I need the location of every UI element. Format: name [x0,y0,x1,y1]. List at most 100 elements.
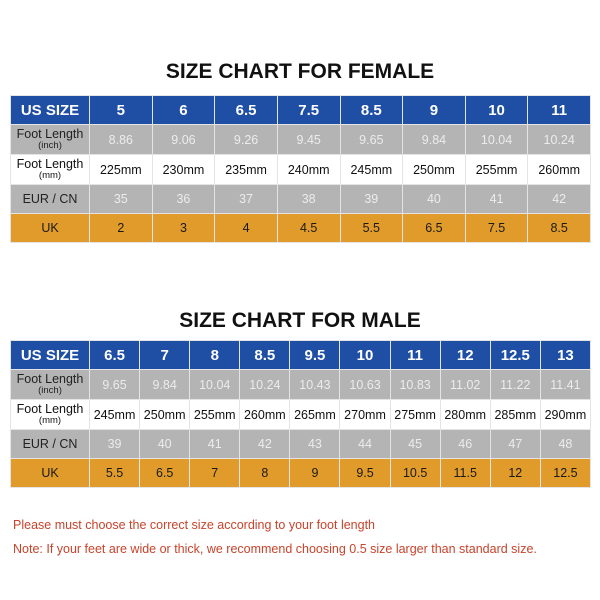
row-label: US SIZE [10,95,90,125]
table-cell: 13 [539,340,592,370]
table-cell: 42 [239,429,291,459]
row-label-unit: (inch) [38,140,62,151]
table-cell: 35 [89,184,153,214]
table-cell: 260mm [239,399,291,430]
row-label: EUR / CN [10,429,90,459]
table-cell: 43 [289,429,341,459]
table-cell: 2 [89,213,153,243]
table-cell: 11.22 [489,369,541,400]
row-label: Foot Length (inch) [10,124,90,155]
table-cell: 11.5 [439,458,491,488]
table-cell: 8.86 [89,124,153,155]
us-size-row: US SIZE 6.5 7 8 8.5 9.5 10 11 12 12.5 13 [10,340,592,370]
table-cell: 46 [439,429,491,459]
table-cell: 9.84 [402,124,466,155]
table-cell: 11.02 [439,369,491,400]
row-label-unit: (mm) [38,170,62,181]
row-label-text: UK [41,465,59,480]
table-cell: 39 [339,184,404,214]
table-cell: 265mm [289,399,341,430]
row-label-unit: (mm) [38,415,62,426]
table-cell: 10.24 [527,124,591,155]
table-cell: 6.5 [139,458,191,488]
row-label: Foot Length (inch) [10,369,90,400]
table-cell: 3 [151,213,216,243]
table-cell: 5 [89,95,153,125]
table-cell: 250mm [139,399,191,430]
table-cell: 10.04 [464,124,529,155]
foot-length-mm-row: Foot Length (mm) 245mm 250mm 255mm 260mm 265mm… [10,399,592,430]
table-cell: 12.5 [489,340,541,370]
table-cell: 12 [489,458,541,488]
table-cell: 255mm [189,399,241,430]
table-cell: 9.5 [289,340,341,370]
table-cell: 38 [276,184,341,214]
table-cell: 255mm [464,154,529,185]
table-cell: 9.65 [339,124,404,155]
row-label-unit: (inch) [38,385,62,396]
table-cell: 270mm [339,399,391,430]
table-cell: 10 [464,95,529,125]
table-cell: 10.63 [339,369,391,400]
table-cell: 230mm [151,154,216,185]
table-cell: 7.5 [464,213,529,243]
table-cell: 45 [389,429,441,459]
row-label: UK [10,213,90,243]
eur-cn-row: EUR / CN 35 36 37 38 39 40 41 42 [10,184,591,214]
table-cell: 10.04 [189,369,241,400]
uk-size-row: UK 2 3 4 4.5 5.5 6.5 7.5 8.5 [10,213,591,243]
table-cell: 260mm [527,154,591,185]
table-cell: 42 [527,184,591,214]
table-cell: 10.83 [389,369,441,400]
table-cell: 37 [214,184,278,214]
size-note: Please must choose the correct size acco… [13,518,375,532]
table-cell: 9.45 [276,124,341,155]
table-cell: 9.5 [339,458,391,488]
table-cell: 245mm [88,399,141,430]
row-label: Foot Length (mm) [10,154,90,185]
row-label: US SIZE [10,340,90,370]
table-cell: 280mm [439,399,491,430]
table-cell: 225mm [89,154,153,185]
table-cell: 275mm [389,399,441,430]
table-cell: 6.5 [214,95,278,125]
table-cell: 11 [389,340,441,370]
table-cell: 44 [339,429,391,459]
table-cell: 36 [151,184,216,214]
row-label-text: EUR / CN [22,191,78,206]
table-cell: 9.84 [139,369,191,400]
table-cell: 5.5 [88,458,141,488]
table-cell: 8.5 [339,95,404,125]
table-cell: 47 [489,429,541,459]
table-cell: 7.5 [276,95,341,125]
table-cell: 9.65 [88,369,141,400]
foot-length-inch-row: Foot Length (inch) 8.86 9.06 9.26 9.45 9.65 9.8… [10,124,591,155]
table-cell: 39 [88,429,141,459]
table-cell: 8.5 [239,340,291,370]
table-cell: 6 [151,95,216,125]
table-cell: 41 [189,429,241,459]
wide-feet-note: Note: If your feet are wide or thick, we… [13,542,537,556]
table-cell: 6.5 [88,340,141,370]
table-cell: 11 [527,95,591,125]
table-cell: 8 [239,458,291,488]
table-cell: 12 [439,340,491,370]
table-cell: 6.5 [402,213,466,243]
eur-cn-row: EUR / CN 39 40 41 42 43 44 45 46 47 48 [10,429,592,459]
table-cell: 240mm [276,154,341,185]
table-cell: 4 [214,213,278,243]
table-cell: 290mm [539,399,592,430]
foot-length-inch-row: Foot Length (inch) 9.65 9.84 10.04 10.24 10.43… [10,369,592,400]
table-cell: 7 [139,340,191,370]
male-size-table: US SIZE 6.5 7 8 8.5 9.5 10 11 12 12.5 13 Foot Lengt… [10,340,592,488]
row-label: Foot Length (mm) [10,399,90,430]
table-cell: 40 [139,429,191,459]
row-label: UK [10,458,90,488]
table-cell: 235mm [214,154,278,185]
us-size-row: US SIZE 5 6 6.5 7.5 8.5 9 10 11 [10,95,591,125]
row-label-text: Foot Length [16,157,84,171]
table-cell: 4.5 [276,213,341,243]
uk-size-row: UK 5.5 6.5 7 8 9 9.5 10.5 11.5 12 12.5 [10,458,592,488]
table-cell: 10.24 [239,369,291,400]
table-cell: 9 [289,458,341,488]
